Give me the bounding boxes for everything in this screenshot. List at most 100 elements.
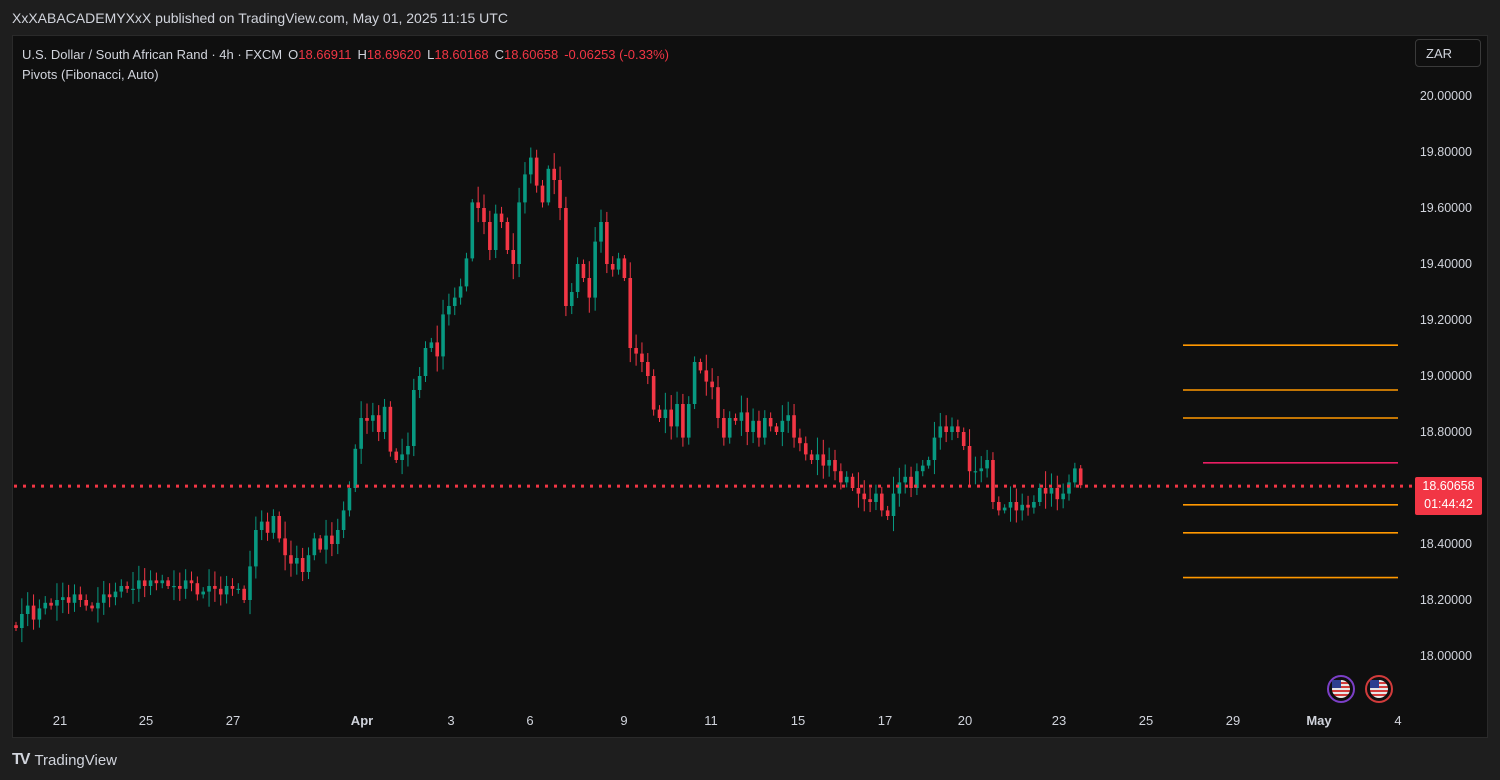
candle-body [546, 168, 551, 203]
candle-body [610, 264, 615, 270]
candle-body [482, 208, 486, 222]
open-label: O [288, 46, 299, 62]
candle-body [25, 605, 30, 614]
candle-body [107, 594, 112, 598]
candle-body [242, 588, 246, 600]
candle-body [493, 213, 498, 250]
candle-body [710, 381, 714, 388]
candle-body [1032, 502, 1036, 508]
currency-button[interactable]: ZAR [1415, 39, 1481, 67]
candle-body [417, 376, 422, 390]
high-label: H [357, 46, 367, 62]
candle-body [798, 437, 802, 444]
candle-body [148, 580, 153, 586]
time-tick-label: 11 [704, 713, 718, 728]
indicator-legend-row[interactable]: Pivots (Fibonacci, Auto) [22, 64, 675, 84]
candle-body [523, 174, 527, 203]
candle-body [49, 602, 53, 606]
indicator-title[interactable]: Pivots (Fibonacci, Auto) [22, 66, 159, 82]
candle-body [423, 348, 428, 376]
candle-body [651, 376, 656, 410]
candle-body [61, 597, 65, 600]
candle-body [335, 530, 340, 544]
candle-body [991, 460, 995, 502]
us-event-flag-icon[interactable] [1365, 675, 1393, 703]
candle-body [195, 583, 200, 595]
time-tick-label: 21 [52, 713, 68, 728]
candle-body [435, 342, 439, 357]
candle-body [897, 482, 902, 494]
tradingview-brand[interactable]: TV TradingView [12, 748, 117, 772]
candle-body [31, 605, 36, 620]
candle-body [189, 580, 194, 584]
candle-body [932, 437, 937, 460]
publisher-line: XxXABACADEMYXxX published on TradingView… [12, 10, 508, 26]
candle-body [839, 471, 843, 483]
candle-body [300, 558, 305, 572]
price-tick-label: 18.80000 [1419, 425, 1472, 439]
candle-body [160, 580, 165, 584]
candle-body [880, 493, 884, 511]
candle-body [172, 586, 176, 588]
candle-body [131, 588, 135, 590]
candle-body [166, 580, 170, 586]
candle-body [265, 521, 270, 533]
candle-body [353, 448, 358, 488]
time-tick-label: 4 [1394, 713, 1402, 728]
symbol-legend-row[interactable]: U.S. Dollar / South African Rand · 4h · … [22, 44, 675, 64]
candle-body [669, 409, 673, 427]
candle-body [55, 600, 59, 606]
candle-body [376, 415, 381, 432]
time-axis[interactable]: 21 25 27 Apr 3 6 9 11 15 17 20 23 25 29 May 4 [0, 713, 1500, 733]
candle-body [997, 502, 1001, 511]
time-tick-label: 6 [526, 713, 534, 728]
candle-body [499, 213, 504, 222]
candle-body [283, 538, 287, 556]
candle-body [254, 530, 258, 567]
chart-legend: U.S. Dollar / South African Rand · 4h · … [22, 44, 675, 84]
candle-body [961, 432, 966, 446]
candle-body [681, 404, 685, 438]
candle-body [692, 362, 697, 404]
candle-body [634, 348, 638, 354]
price-tick-label: 19.20000 [1419, 313, 1472, 327]
last-price-value: 18.60658 [1422, 479, 1475, 493]
candle-body [768, 418, 773, 427]
candle-body [844, 476, 849, 483]
candle-body [20, 614, 24, 628]
candle-body [1008, 502, 1013, 508]
candle-body [218, 588, 223, 595]
candle-body [581, 264, 586, 278]
candle-body [452, 297, 457, 306]
candle-body [224, 586, 229, 595]
candle-body [406, 446, 410, 455]
candle-body [213, 586, 217, 589]
candle-body [944, 426, 948, 432]
candle-body [441, 314, 445, 357]
candle-body [827, 460, 831, 466]
chart-pane[interactable] [12, 35, 1488, 738]
candle-body [382, 406, 387, 432]
price-tick-label: 19.80000 [1419, 145, 1472, 159]
us-event-flag-icon[interactable] [1327, 675, 1355, 703]
candle-body [780, 420, 785, 432]
candle-body [540, 185, 545, 203]
candle-body [125, 586, 129, 589]
candle-body [1055, 488, 1060, 500]
price-tick-label: 18.00000 [1419, 649, 1472, 663]
candle-body [564, 208, 568, 306]
price-scale[interactable]: 20.00000 19.80000 19.60000 19.40000 19.20000… [1405, 35, 1488, 705]
time-tick-label: 17 [877, 713, 893, 728]
candle-body [43, 602, 48, 609]
candle-body [739, 412, 744, 421]
candle-body [686, 404, 691, 438]
symbol-title[interactable]: U.S. Dollar / South African Rand · 4h · … [22, 46, 283, 62]
candle-body [277, 516, 282, 539]
candle-body [956, 426, 960, 432]
price-tick-label: 19.60000 [1419, 201, 1472, 215]
candle-body [248, 566, 252, 600]
candle-body [599, 222, 603, 242]
candle-body [815, 454, 820, 460]
candle-body [663, 409, 668, 418]
